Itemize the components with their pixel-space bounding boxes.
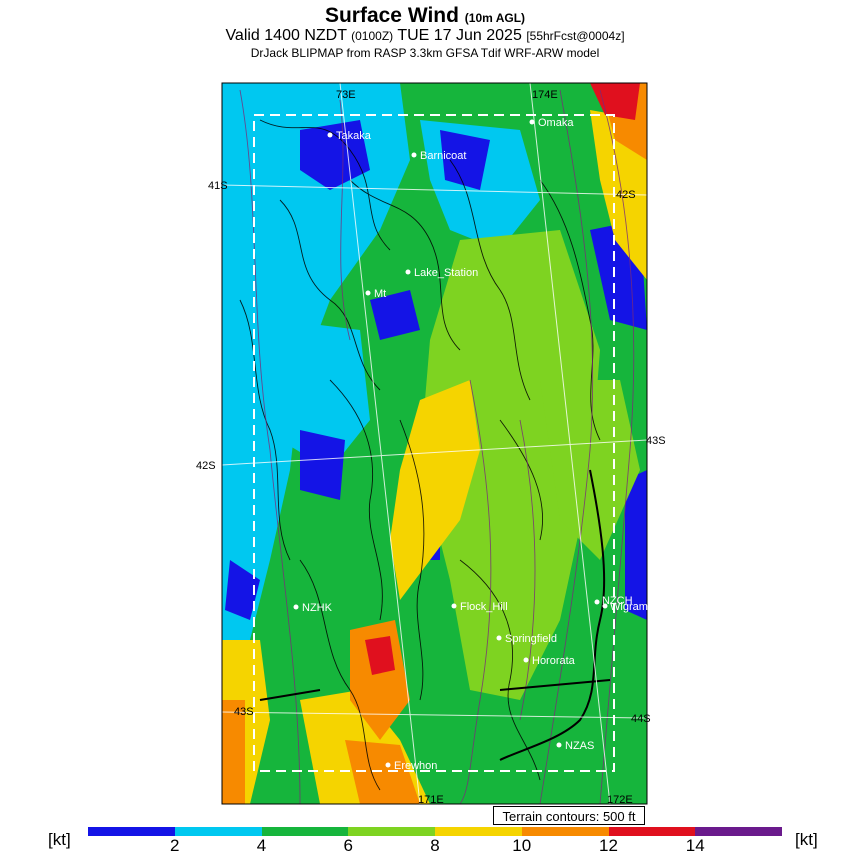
place-label-barnicoat: Barnicoat [420, 150, 466, 162]
colorbar-tick-label: 8 [430, 836, 440, 855]
map-frame [221, 82, 648, 805]
forecast-info: [55hrFcst@0004z] [526, 29, 625, 43]
terrain-contour-note: Terrain contours: 500 ft [493, 806, 645, 825]
lon-label-top-left: 73E [336, 89, 356, 101]
valid-prefix: Valid 1400 NZDT [225, 27, 347, 44]
lon-label-bottom-mid: 171E [418, 794, 444, 806]
place-label-nzch: NZCH [602, 595, 633, 607]
colorbar-tick-label: 14 [685, 836, 705, 855]
colorbar-unit-left: [kt] [48, 830, 71, 849]
lat-label-41s: 41S [208, 180, 228, 192]
lon-label-bottom-right: 172E [607, 794, 633, 806]
colorbar-unit-right: [kt] [795, 830, 818, 849]
place-label-springfield: Springfield [505, 633, 557, 645]
marker-nzas [556, 742, 562, 748]
valid-date: TUE 17 Jun 2025 [397, 27, 522, 44]
marker-mt [365, 290, 371, 296]
place-label-omaka: Omaka [538, 117, 574, 129]
colorbar-segment [608, 827, 696, 836]
title-main-sub: (10m AGL) [464, 11, 526, 25]
chart-title: Surface Wind (10m AGL) [0, 4, 850, 28]
place-markers [293, 119, 608, 768]
place-label-mt: Mt [374, 288, 386, 300]
colorbar-segment [435, 827, 522, 836]
colorbar-tick-label: 12 [599, 836, 618, 855]
marker-omaka [529, 119, 535, 125]
colorbar-tick-label: 2 [170, 836, 180, 855]
colorbar-segment [174, 827, 262, 836]
lon-label-top-right: 174E [532, 89, 558, 101]
lat-label-44s: 44S [631, 713, 651, 725]
marker-flock-hill [451, 603, 457, 609]
marker-lake-station [405, 269, 411, 275]
place-label-erewhon: Erewhon [394, 760, 437, 772]
lat-label-42s-right: 42S [616, 189, 636, 201]
source-line: DrJack BLIPMAP from RASP 3.3km GFSA Tdif… [250, 46, 600, 60]
marker-erewhon [385, 762, 391, 768]
colorbar-segment [348, 827, 435, 836]
lat-label-42s-left: 42S [196, 460, 216, 472]
place-label-nzas: NZAS [565, 740, 594, 752]
place-label-lake-station: Lake_Station [414, 267, 478, 279]
lat-label-43s-right: 43S [646, 435, 666, 447]
colorbar-segment [695, 827, 782, 836]
colorbar-tick-label: 10 [512, 836, 532, 855]
place-label-wigram: Wigram [610, 601, 648, 613]
marker-barnicoat [411, 152, 417, 158]
colorbar-segment [521, 827, 609, 836]
colorbar-tick-label: 6 [343, 836, 353, 855]
marker-wigram [602, 603, 608, 609]
place-label-takaka: Takaka [336, 130, 372, 142]
marker-hororata [523, 657, 529, 663]
valid-time-line: Valid 1400 NZDT (0100Z) TUE 17 Jun 2025 … [0, 27, 850, 45]
marker-takaka [327, 132, 333, 138]
place-label-flock-hill: Flock_Hill [460, 601, 508, 613]
title-main-text: Surface Wind [324, 4, 459, 27]
colorbar-segment [261, 827, 349, 836]
valid-utc: (0100Z) [351, 29, 394, 43]
place-label-hororata: Hororata [532, 655, 576, 667]
colorbar-segment [88, 827, 175, 836]
lat-label-43s-left: 43S [234, 706, 254, 718]
wind-speed-field [222, 83, 647, 804]
colorbar-tick-label: 4 [256, 836, 267, 855]
marker-springfield [496, 635, 502, 641]
place-label-nzhk: NZHK [302, 602, 333, 614]
marker-nzch [594, 599, 600, 605]
colorbar [88, 827, 782, 836]
marker-nzhk [293, 604, 299, 610]
